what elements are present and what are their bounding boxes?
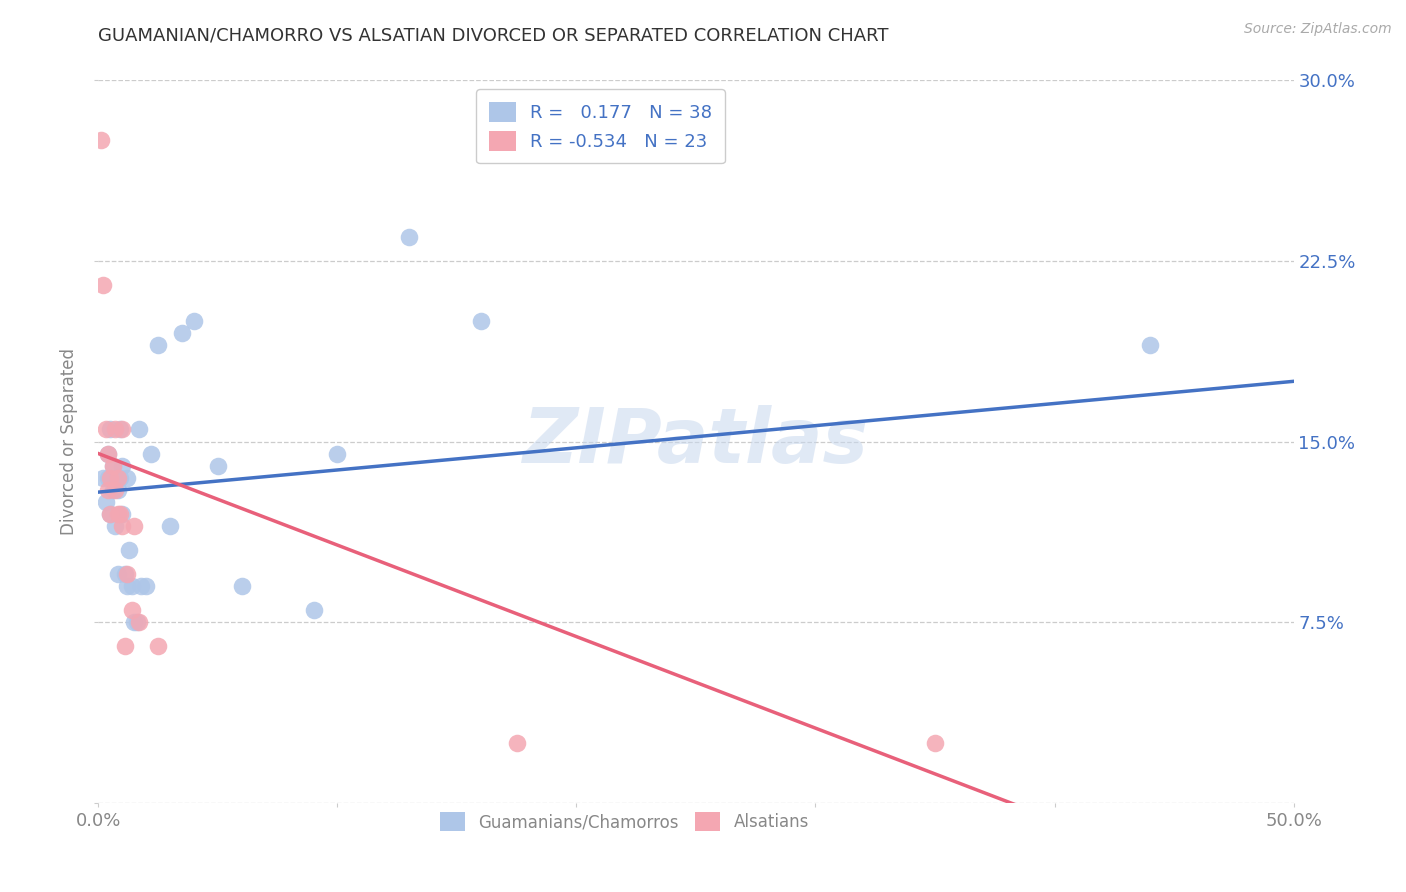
Point — [97, 446, 120, 460]
Point — [107, 567, 129, 582]
Point — [107, 483, 129, 497]
Point — [231, 579, 253, 593]
Point — [111, 518, 134, 533]
Point — [159, 518, 181, 533]
Point — [107, 470, 129, 484]
Point — [108, 470, 131, 484]
Point — [97, 470, 120, 484]
Point — [98, 470, 122, 484]
Point — [101, 483, 124, 497]
Point — [128, 615, 150, 630]
Point — [104, 422, 127, 436]
Y-axis label: Divorced or Separated: Divorced or Separated — [60, 348, 79, 535]
Point — [94, 422, 117, 436]
Point — [207, 458, 229, 473]
Point — [91, 277, 114, 292]
Point — [131, 579, 153, 593]
Point — [302, 603, 325, 617]
Text: ZIPatlas: ZIPatlas — [523, 405, 869, 478]
Point — [90, 133, 112, 147]
Point — [108, 422, 131, 436]
Point — [124, 615, 146, 630]
Point — [398, 230, 420, 244]
Point — [97, 446, 120, 460]
Point — [111, 422, 134, 436]
Point — [91, 470, 114, 484]
Legend: Guamanians/Chamorros, Alsatians: Guamanians/Chamorros, Alsatians — [433, 805, 815, 838]
Point — [104, 483, 127, 497]
Point — [124, 518, 146, 533]
Point — [114, 639, 136, 653]
Point — [111, 507, 134, 521]
Text: Source: ZipAtlas.com: Source: ZipAtlas.com — [1244, 22, 1392, 37]
Point — [118, 542, 141, 557]
Point — [104, 470, 127, 484]
Point — [98, 507, 122, 521]
Point — [101, 458, 124, 473]
Point — [135, 579, 157, 593]
Point — [97, 483, 120, 497]
Point — [111, 458, 134, 473]
Point — [101, 458, 124, 473]
Point — [1139, 338, 1161, 352]
Point — [107, 507, 129, 521]
Point — [148, 338, 170, 352]
Point — [114, 567, 136, 582]
Point — [128, 422, 150, 436]
Text: GUAMANIAN/CHAMORRO VS ALSATIAN DIVORCED OR SEPARATED CORRELATION CHART: GUAMANIAN/CHAMORRO VS ALSATIAN DIVORCED … — [98, 27, 889, 45]
Point — [148, 639, 170, 653]
Point — [98, 422, 122, 436]
Point — [115, 470, 138, 484]
Point — [924, 735, 946, 749]
Point — [172, 326, 194, 340]
Point — [183, 314, 205, 328]
Point — [115, 579, 138, 593]
Point — [326, 446, 349, 460]
Point — [139, 446, 162, 460]
Point — [470, 314, 492, 328]
Point — [121, 603, 143, 617]
Point — [94, 494, 117, 508]
Point — [121, 579, 143, 593]
Point — [115, 567, 138, 582]
Point — [125, 615, 148, 630]
Point — [98, 507, 122, 521]
Point — [104, 518, 127, 533]
Point — [108, 507, 131, 521]
Point — [506, 735, 529, 749]
